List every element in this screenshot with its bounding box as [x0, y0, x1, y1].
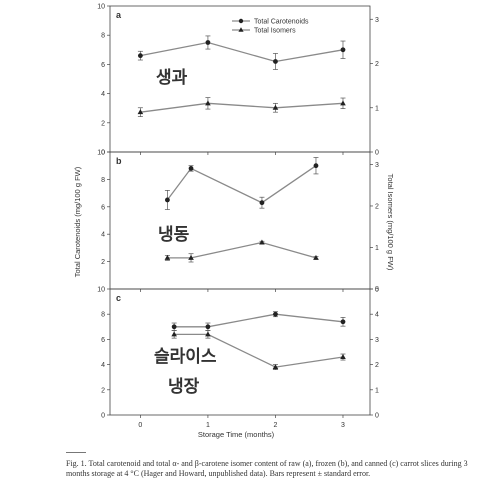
left-tick-label: 0: [101, 150, 105, 157]
right-tick-label: 0: [375, 413, 379, 420]
handwritten-annotation: 냉장: [168, 377, 200, 396]
carotenoid-point: [259, 200, 265, 206]
carotenoid-point: [273, 59, 278, 64]
right-tick-label: 2: [375, 61, 379, 68]
carotenoid-point: [165, 197, 170, 203]
x-tick-label: 1: [206, 422, 210, 429]
legend-triangle-marker: [238, 27, 244, 32]
legend-label: Total Isomers: [254, 28, 296, 35]
y-axis-title-right: Total Isomers (mg/100 g FW): [386, 174, 395, 271]
left-tick-label: 8: [101, 312, 105, 319]
isomer-point: [205, 100, 211, 106]
isomer-point: [164, 254, 171, 260]
isomers-line: [174, 333, 344, 368]
carotenoid-point: [188, 166, 194, 171]
left-tick-label: 4: [101, 362, 105, 369]
isomer-point: [137, 109, 144, 115]
left-tick-label: 2: [101, 259, 105, 266]
figure-caption: Fig. 1. Total carotenoid and total α- an…: [66, 452, 486, 479]
y-axis-title-left: Total Carotenoids (mg/100 g FW): [73, 166, 82, 277]
carotenoid-point: [273, 311, 278, 317]
isomer-point: [188, 254, 194, 260]
right-tick-label: 2: [375, 362, 379, 369]
carotenoid-point: [137, 53, 143, 59]
isomer-point: [259, 239, 265, 245]
caption-text: Fig. 1. Total carotenoid and total α- an…: [66, 459, 468, 478]
right-tick-label: 0: [375, 150, 379, 157]
left-tick-label: 8: [101, 33, 105, 40]
left-tick-label: 2: [101, 387, 105, 394]
isomer-point: [340, 354, 346, 360]
left-tick-label: 4: [101, 232, 105, 239]
carotenoids-line: [140, 41, 344, 63]
carotenoid-point: [340, 319, 346, 325]
right-tick-label: 1: [375, 105, 379, 112]
carotenoids-line: [174, 313, 344, 328]
carotenoid-point: [340, 47, 346, 53]
right-tick-label: 5: [375, 287, 379, 294]
carotenoid-point: [205, 40, 211, 45]
carotenoid-point: [205, 324, 211, 330]
x-tick-label: 0: [138, 422, 142, 429]
isomer-point: [171, 331, 177, 337]
panel-letter: c: [116, 293, 121, 303]
left-tick-label: 6: [101, 204, 105, 211]
panel-frame: [109, 5, 371, 153]
left-tick-label: 10: [97, 150, 105, 157]
left-tick-label: 0: [101, 413, 105, 420]
panel-letter: b: [116, 156, 122, 166]
left-tick-label: 6: [101, 337, 105, 344]
x-tick-label: 2: [274, 422, 278, 429]
legend-label: Total Carotenoids: [254, 19, 309, 26]
handwritten-annotation: 냉동: [158, 225, 190, 244]
right-tick-label: 1: [375, 387, 379, 394]
carotenoids-line: [166, 165, 317, 204]
handwritten-annotation: 생과: [156, 68, 188, 87]
isomers-line: [167, 241, 317, 259]
left-tick-label: 6: [101, 62, 105, 69]
handwritten-annotation: 슬라이스: [154, 347, 217, 366]
chart-panels: 02468100123a생과2468100123b냉동0246810012345…: [97, 4, 379, 430]
carotenoid-point: [313, 163, 319, 169]
legend-entry: Total Carotenoids: [232, 19, 309, 26]
right-tick-label: 3: [375, 337, 379, 344]
x-tick-label: 3: [341, 422, 345, 429]
legend-circle-marker: [238, 18, 244, 24]
isomer-point: [340, 100, 346, 106]
legend-entry: Total Isomers: [232, 27, 296, 35]
right-tick-label: 4: [375, 312, 379, 319]
isomers-line: [140, 102, 344, 113]
panel-letter: a: [116, 10, 122, 20]
isomer-point: [313, 254, 319, 260]
left-tick-label: 4: [101, 91, 105, 98]
left-tick-label: 2: [101, 120, 105, 127]
right-tick-label: 2: [375, 203, 379, 210]
left-tick-label: 8: [101, 177, 105, 184]
panel-frame: [109, 288, 371, 416]
left-tick-label: 10: [97, 287, 105, 294]
isomer-point: [272, 104, 279, 110]
carotenoid-point: [171, 324, 177, 330]
isomer-point: [205, 331, 211, 337]
panel-frame: [109, 151, 371, 290]
legend: Total Carotenoids Total Isomers: [232, 19, 309, 35]
right-tick-label: 3: [375, 162, 379, 169]
left-tick-label: 10: [97, 4, 105, 11]
isomer-point: [272, 364, 279, 370]
right-tick-label: 1: [375, 245, 379, 252]
right-tick-label: 0: [375, 287, 379, 294]
x-axis-title: Storage Time (months): [198, 430, 275, 439]
caption-divider: [66, 452, 86, 453]
right-tick-label: 3: [375, 17, 379, 24]
